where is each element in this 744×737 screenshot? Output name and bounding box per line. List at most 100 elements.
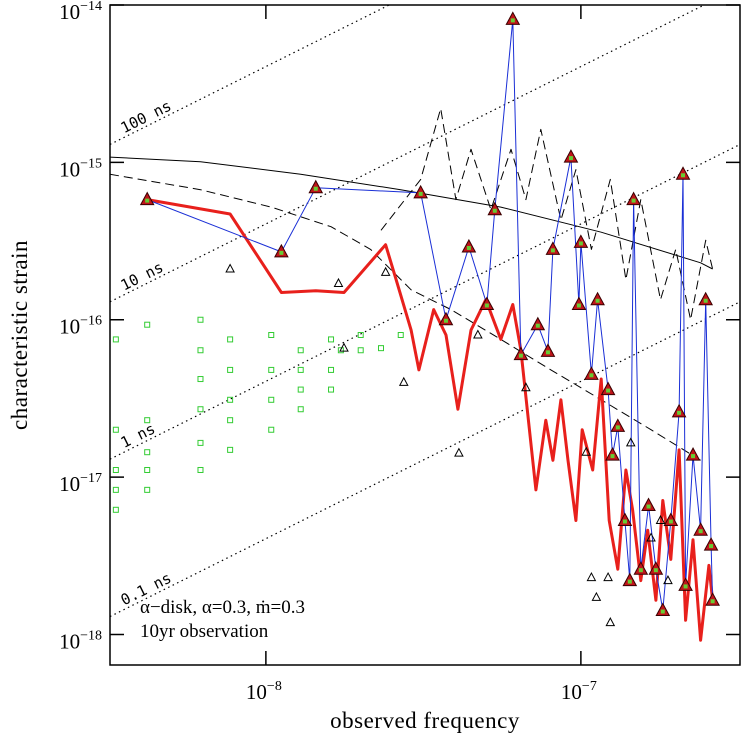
marker-open-triangle — [380, 266, 391, 276]
marker-open-triangle — [663, 575, 673, 585]
plot-frame — [109, 4, 741, 666]
marker-triangle — [626, 191, 641, 206]
triangle-center — [145, 198, 150, 203]
triangle-center — [683, 584, 688, 589]
marker-open-triangle — [521, 382, 531, 392]
marker-triangle — [487, 201, 503, 216]
marker-square — [144, 466, 151, 473]
marker-triangle — [530, 316, 546, 331]
triangle-center — [535, 323, 540, 328]
triangle-center — [545, 350, 550, 355]
marker-triangle — [540, 343, 556, 357]
marker-square — [197, 376, 204, 383]
marker-open-triangle — [339, 342, 349, 352]
triangle-center — [518, 353, 523, 358]
marker-open-triangle — [646, 532, 656, 542]
tick-base: 10 — [59, 472, 80, 496]
marker-square — [337, 347, 344, 354]
marker-square — [227, 417, 234, 424]
marker-open-triangle — [591, 591, 602, 601]
marker-triangle — [641, 497, 656, 512]
marker-square — [197, 439, 204, 446]
triangle-center — [646, 504, 651, 509]
marker-triangle — [617, 512, 633, 527]
tick-label: 10−18 — [59, 628, 102, 653]
marker-triangle — [573, 234, 589, 248]
marker-triangle — [655, 602, 671, 617]
marker-square — [328, 366, 335, 373]
triangle-center — [589, 373, 594, 378]
tick-exponent: −17 — [80, 471, 102, 486]
tick-exponent: −14 — [80, 0, 102, 14]
triangle-center — [466, 245, 471, 250]
triangle-center — [691, 454, 696, 459]
triangle-center — [568, 156, 573, 161]
triangle-center — [660, 609, 665, 614]
series-line — [110, 173, 701, 461]
marker-triangle — [610, 418, 626, 432]
triangle-center — [710, 599, 715, 604]
marker-triangle — [622, 572, 638, 587]
marker-triangle — [703, 537, 719, 551]
marker-square — [197, 406, 204, 413]
marker-triangle — [438, 311, 454, 326]
tick-exponent: −16 — [80, 314, 102, 329]
marker-open-triangle — [605, 617, 616, 627]
marker-triangle — [413, 184, 428, 199]
marker-triangle — [693, 522, 708, 536]
marker-triangle — [675, 166, 691, 180]
triangle-center — [578, 241, 583, 246]
triangle-center — [550, 248, 555, 253]
marker-square — [268, 396, 275, 403]
tick-label: 10−16 — [59, 314, 102, 339]
series-line — [110, 156, 713, 270]
marker-square — [144, 449, 151, 456]
marker-square — [112, 426, 119, 433]
marker-triangle — [563, 149, 579, 163]
marker-triangle — [605, 447, 620, 461]
triangle-center — [576, 303, 581, 308]
marker-triangle — [461, 238, 477, 253]
triangle-center — [492, 208, 497, 213]
marker-square — [112, 466, 119, 473]
marker-square — [144, 486, 151, 493]
triangle-center — [622, 519, 627, 524]
marker-square — [197, 347, 204, 354]
tick-base: 10 — [59, 157, 80, 181]
marker-triangle — [571, 296, 587, 310]
triangle-center — [418, 191, 423, 196]
triangle-center — [443, 318, 448, 323]
marker-square — [268, 426, 275, 433]
marker-square — [197, 466, 204, 473]
marker-triangle — [633, 561, 649, 575]
marker-square — [297, 347, 304, 354]
marker-square — [227, 366, 234, 373]
tick-base: 10 — [59, 0, 80, 24]
triangle-center — [703, 298, 708, 303]
triangle-center — [606, 388, 611, 393]
tick-exponent: −18 — [80, 628, 102, 643]
marker-square — [397, 332, 404, 338]
marker-open-triangle — [398, 376, 409, 386]
triangle-center — [681, 173, 686, 178]
tick-exponent: −7 — [582, 679, 597, 694]
marker-square — [112, 486, 119, 493]
triangle-center — [698, 529, 703, 534]
marker-triangle — [663, 512, 679, 527]
marker-square — [357, 332, 364, 338]
tick-base: 10 — [561, 680, 582, 704]
marker-triangle — [698, 291, 714, 306]
marker-open-triangle — [625, 437, 636, 447]
y-axis-label: characteristic strain — [7, 240, 32, 430]
marker-square — [227, 396, 234, 403]
marker-open-triangle — [454, 447, 464, 457]
marker-triangle — [685, 447, 701, 461]
marker-square — [297, 406, 304, 413]
marker-square — [144, 417, 151, 424]
marker-square — [227, 446, 234, 453]
marker-triangle — [479, 296, 495, 310]
marker-square — [357, 347, 364, 354]
marker-square — [227, 336, 234, 343]
tick-exponent: −8 — [267, 679, 282, 694]
triangle-center — [631, 198, 636, 203]
